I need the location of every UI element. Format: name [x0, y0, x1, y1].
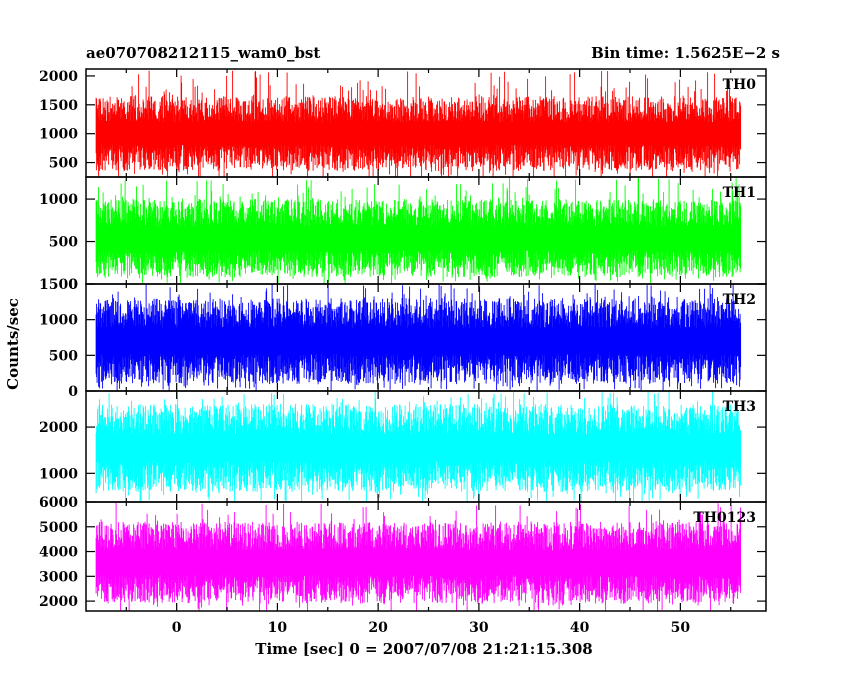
y-tick-label: 2000	[39, 594, 78, 610]
x-tick-label: 0	[172, 620, 182, 636]
chart-title: ae070708212115_wam0_bst	[86, 44, 320, 62]
y-tick-label: 1000	[39, 127, 78, 143]
y-tick-label: 4000	[39, 545, 78, 561]
axis-ticks	[86, 69, 766, 611]
x-tick-label: 20	[368, 620, 388, 636]
y-tick-label: 0	[68, 277, 78, 293]
x-tick-label: 10	[268, 620, 288, 636]
y-tick-label: 1000	[39, 313, 78, 329]
y-tick-label: 2000	[39, 69, 78, 85]
y-tick-label: 1000	[39, 466, 78, 482]
y-tick-label: 6000	[39, 495, 78, 511]
panel-frames	[85, 68, 767, 612]
panel-label-th0: TH0	[723, 77, 757, 93]
light-curve-th0123	[95, 502, 742, 611]
y-tick-label: 500	[49, 156, 78, 172]
y-tick-label: 1500	[39, 277, 78, 293]
light-curve-th3	[95, 391, 742, 502]
x-axis-label: Time [sec] 0 = 2007/07/08 21:21:15.308	[255, 640, 592, 658]
x-tick-label: 50	[671, 620, 691, 636]
y-tick-label: 3000	[39, 569, 78, 585]
y-tick-label: 0	[68, 384, 78, 400]
y-tick-label: 500	[49, 235, 78, 251]
light-curve-traces	[95, 70, 742, 611]
y-tick-label: 1500	[39, 98, 78, 114]
light-curve-th0	[95, 70, 742, 177]
bin-time-label: Bin time: 1.5625E−2 s	[591, 44, 780, 62]
x-tick-label: 30	[469, 620, 489, 636]
panel-labels: TH0 TH1 TH2 TH3 TH0123	[693, 77, 756, 526]
y-tick-label: 5000	[39, 520, 78, 536]
tick-labels: 5001000150020000500100005001000150010002…	[39, 69, 690, 636]
panel-label-th2: TH2	[723, 292, 756, 308]
x-tick-label: 40	[570, 620, 590, 636]
panel-label-th1: TH1	[723, 185, 756, 201]
panel-label-th3: TH3	[723, 399, 756, 415]
panel-frame-th0123	[85, 501, 767, 612]
y-axis-label: Counts/sec	[4, 298, 22, 390]
y-tick-label: 500	[49, 348, 78, 364]
panel-label-th0123: TH0123	[693, 510, 756, 526]
y-tick-label: 1000	[39, 192, 78, 208]
light-curve-th2	[95, 284, 742, 391]
light-curve-th1	[95, 177, 742, 284]
y-tick-label: 2000	[39, 420, 78, 436]
